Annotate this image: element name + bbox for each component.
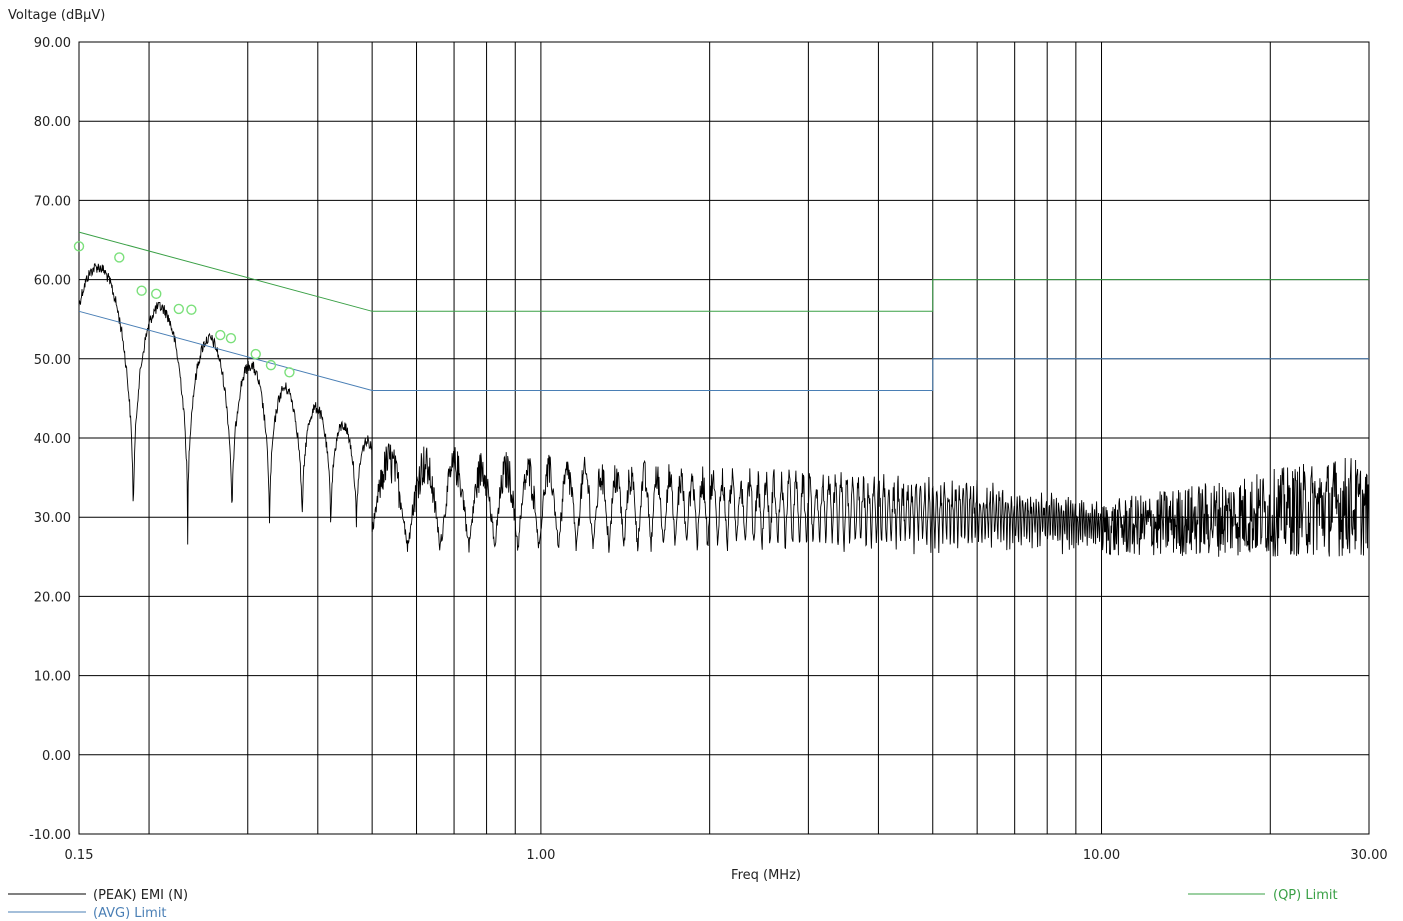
y-tick-label: 70.00 <box>34 194 71 209</box>
peak-marker <box>114 252 125 263</box>
y-tick-label: 60.00 <box>34 274 71 289</box>
y-tick-label: 90.00 <box>34 36 71 51</box>
y-tick-label: 80.00 <box>34 115 71 130</box>
series-layer <box>78 231 1370 557</box>
x-tick-label: 0.15 <box>65 848 94 863</box>
y-tick-label: 50.00 <box>34 353 71 368</box>
y-axis-title: Voltage (dBµV) <box>8 8 105 23</box>
peak-marker <box>265 359 277 371</box>
x-tick-label: 10.00 <box>1083 848 1120 863</box>
peak-marker <box>151 288 162 300</box>
x-tick-label: 30.00 <box>1350 848 1387 863</box>
y-tick-label: 0.00 <box>42 749 71 764</box>
y-tick-label: 40.00 <box>34 432 71 447</box>
x-tick-labels: 0.15 1.00 10.00 30.00 <box>65 848 1388 863</box>
peak-marker <box>186 304 197 315</box>
y-tick-labels: 90.00 80.00 70.00 60.00 50.00 40.00 30.00 20.00… <box>29 36 71 843</box>
legend-label-peak: (PEAK) EMI (N) <box>93 888 188 903</box>
grid <box>78 41 1370 835</box>
peak-marker <box>173 303 184 315</box>
y-tick-label: 30.00 <box>34 511 71 526</box>
peak-marker <box>73 241 85 252</box>
peak-marker <box>250 348 261 360</box>
series-line-peak-emi <box>78 262 1370 557</box>
peak-marker <box>284 367 295 378</box>
y-tick-label: -10.00 <box>29 828 71 843</box>
y-tick-label: 20.00 <box>34 590 71 605</box>
marker-layer <box>73 241 295 378</box>
legend-label-avg: (AVG) Limit <box>93 906 167 921</box>
series-line-avg-limit <box>78 310 1369 391</box>
x-axis-title: Freq (MHz) <box>731 868 801 883</box>
y-tick-label: 10.00 <box>34 670 71 685</box>
peak-marker <box>215 329 226 341</box>
peak-marker <box>136 285 147 296</box>
peak-marker <box>225 333 237 344</box>
plot-frame <box>78 41 1370 835</box>
legend-label-qp: (QP) Limit <box>1273 888 1338 903</box>
series-line-qp-limit <box>78 231 1369 312</box>
legend: (PEAK) EMI (N) (AVG) Limit (QP) Limit <box>8 888 1338 921</box>
x-tick-label: 1.00 <box>526 848 555 863</box>
